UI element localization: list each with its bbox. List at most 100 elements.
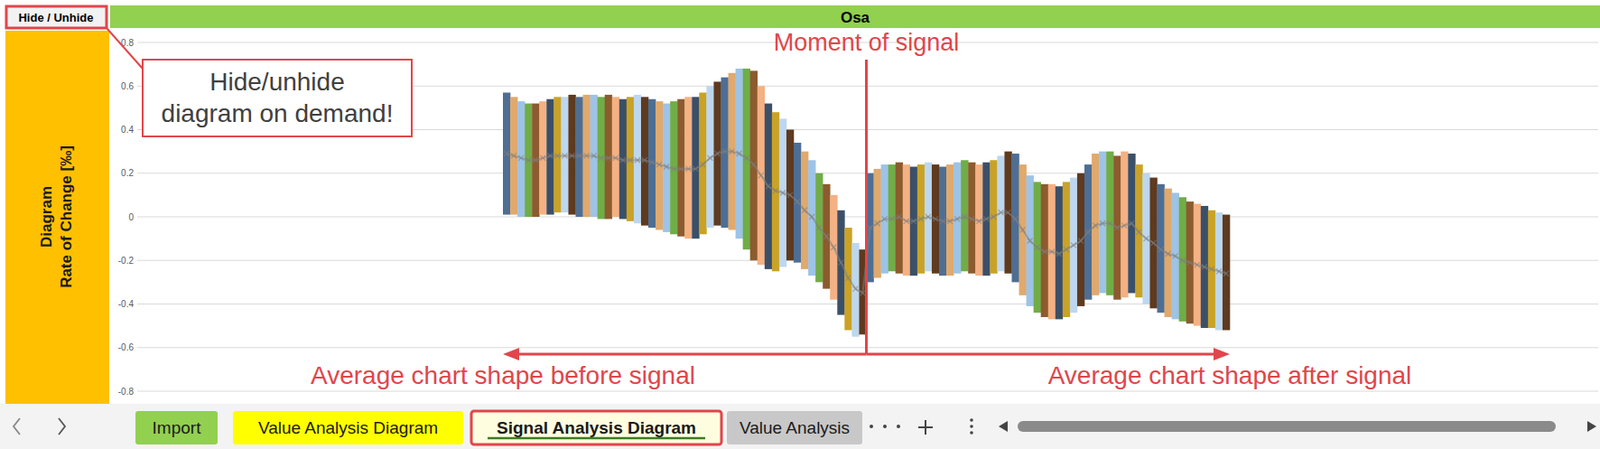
- line-marker: [903, 218, 910, 224]
- line-marker: [561, 152, 568, 159]
- line-marker: [598, 155, 605, 161]
- line-marker: [780, 189, 786, 196]
- hscroll-thumb[interactable]: [1017, 420, 1556, 432]
- callout-box: [142, 59, 412, 137]
- line-marker: [889, 215, 895, 222]
- line-marker: [911, 218, 917, 224]
- line-marker: [1056, 251, 1062, 257]
- button-label[interactable]: Hide / Unhide: [18, 10, 94, 25]
- tab-label[interactable]: Value Analysis Diagram: [258, 418, 438, 438]
- range-bar: [560, 96, 568, 213]
- active-underline: [487, 437, 706, 440]
- line-marker: [605, 155, 612, 161]
- tab-label[interactable]: Value Analysis: [739, 418, 850, 438]
- line-marker: [678, 166, 684, 172]
- line-marker: [1194, 261, 1200, 268]
- line-marker: [801, 207, 808, 214]
- line-marker: [1049, 249, 1055, 255]
- line-marker: [1078, 238, 1084, 244]
- line-marker: [932, 215, 939, 222]
- more-dot[interactable]: [883, 424, 887, 428]
- line-marker: [1092, 223, 1098, 229]
- line-marker: [859, 289, 866, 296]
- scroll-left[interactable]: [13, 418, 20, 435]
- sheet-tab[interactable]: Signal Analysis Diagram: [471, 410, 722, 445]
- arrow-head: [1213, 347, 1230, 361]
- line-marker: [744, 155, 750, 161]
- before-label: Average chart shape before signal: [310, 361, 696, 390]
- line-marker: [1187, 260, 1193, 266]
- more-dot[interactable]: [869, 424, 874, 428]
- sheet-tab[interactable]: Value Analysis: [726, 410, 863, 445]
- chart-title: Osa: [840, 9, 871, 27]
- scroll-right[interactable]: [58, 418, 66, 435]
- range-bar: [822, 184, 830, 289]
- tab-shape[interactable]: [232, 410, 464, 445]
- menu-dot[interactable]: [969, 430, 974, 435]
- range-bar: [1069, 177, 1078, 314]
- line-marker: [1099, 220, 1106, 226]
- grid-line: [137, 390, 1599, 392]
- tab-shape[interactable]: [135, 410, 218, 445]
- line-marker: [1180, 257, 1186, 263]
- menu-dot[interactable]: [969, 418, 974, 422]
- line-marker: [554, 152, 560, 159]
- line-marker: [852, 286, 858, 292]
- line-marker: [525, 157, 531, 163]
- line-marker: [882, 215, 888, 222]
- menu-dot[interactable]: [969, 424, 974, 428]
- line-marker: [547, 152, 553, 159]
- y-tick-label: 0.2: [120, 167, 134, 178]
- range-bar: [633, 94, 642, 224]
- line-marker: [692, 166, 698, 172]
- line-marker: [699, 161, 706, 168]
- line-marker: [918, 215, 924, 222]
- line-marker: [809, 213, 815, 220]
- hscroll-right[interactable]: [1587, 420, 1597, 432]
- line-marker: [1223, 270, 1229, 277]
- range-bar: [757, 85, 765, 265]
- y-tick-label: 0.4: [120, 124, 134, 135]
- line-marker: [685, 166, 691, 172]
- line-marker: [772, 187, 779, 194]
- hide-unhide-button[interactable]: Hide / Unhide: [6, 6, 107, 28]
- range-bar: [1142, 173, 1150, 305]
- hscroll-left[interactable]: [998, 420, 1008, 432]
- line-marker: [584, 152, 590, 159]
- line-marker: [997, 209, 1004, 215]
- range-bar: [1019, 164, 1027, 296]
- line-marker: [576, 152, 583, 159]
- line-marker: [968, 215, 975, 222]
- tab-shape[interactable]: [471, 410, 722, 445]
- y-tick-label: -0.4: [118, 298, 135, 309]
- line-marker: [1027, 238, 1033, 244]
- sheet-tab[interactable]: Import: [135, 410, 218, 445]
- tab-label[interactable]: Signal Analysis Diagram: [496, 418, 697, 438]
- line-marker: [1085, 229, 1091, 235]
- arrow-before: [515, 353, 867, 356]
- line-marker: [663, 164, 670, 170]
- tab-bar: [0, 403, 1600, 449]
- line-marker: [1172, 252, 1179, 259]
- y-tick-label: 0: [128, 212, 134, 223]
- line-marker: [620, 157, 626, 163]
- add-sheet[interactable]: [918, 419, 933, 435]
- page: Osa DiagramRate of Change [‰] Hide / Unhid…: [0, 0, 1600, 449]
- button-frame[interactable]: [6, 6, 107, 28]
- more-dot[interactable]: [896, 424, 901, 428]
- line-marker: [511, 152, 517, 159]
- sheet-tab[interactable]: Value Analysis Diagram: [232, 410, 464, 445]
- line-marker: [722, 148, 728, 155]
- line-marker: [539, 155, 546, 161]
- line-marker: [983, 215, 989, 222]
- range-bar: [553, 96, 561, 213]
- line-marker: [503, 150, 510, 157]
- line-marker: [1158, 246, 1164, 252]
- tab-label[interactable]: Import: [152, 418, 203, 438]
- line-marker: [613, 155, 619, 161]
- line-marker: [758, 172, 764, 178]
- y-axis-label: DiagramRate of Change [‰]: [37, 145, 75, 289]
- range-bar: [1062, 181, 1070, 317]
- tab-shape[interactable]: [726, 410, 863, 445]
- range-bar: [1149, 177, 1157, 309]
